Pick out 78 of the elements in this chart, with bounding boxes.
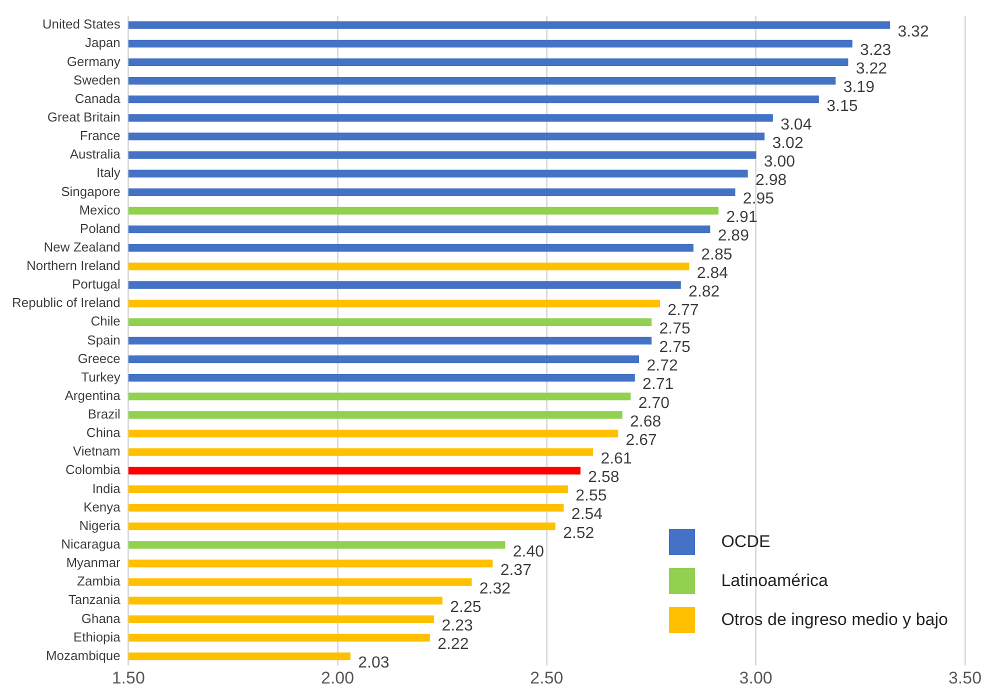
data-label: 2.95 <box>742 190 774 208</box>
data-label: 2.75 <box>659 320 691 338</box>
legend-label: Otros de ingreso medio y bajo <box>721 610 948 630</box>
data-label: 2.91 <box>726 209 758 226</box>
y-tick-label: Chile <box>90 314 120 329</box>
y-tick-label: Australia <box>70 146 122 162</box>
data-label: 3.00 <box>764 153 796 170</box>
y-tick-label: China <box>86 425 122 440</box>
data-label: 3.04 <box>780 116 812 134</box>
data-label: 3.23 <box>860 42 892 60</box>
data-label: 2.75 <box>659 339 691 356</box>
y-tick-label: Ghana <box>81 610 122 626</box>
y-tick-label: New Zealand <box>44 239 120 254</box>
data-label: 2.58 <box>588 469 620 486</box>
y-tick-label: Portugal <box>72 276 121 292</box>
y-tick-label: Sweden <box>73 72 120 88</box>
y-tick-label: Myanmar <box>66 555 122 570</box>
x-tick-label: 1.50 <box>112 668 145 688</box>
data-label: 3.22 <box>856 60 888 78</box>
data-label: 2.70 <box>638 394 670 412</box>
data-label: 2.67 <box>626 432 658 449</box>
data-label: 2.22 <box>438 636 469 654</box>
y-tick-label: Colombia <box>65 462 122 478</box>
y-tick-label: Nigeria <box>79 518 122 533</box>
data-label: 2.85 <box>701 246 732 264</box>
data-label: 2.23 <box>442 618 473 635</box>
x-tick-label: 3.00 <box>739 668 772 688</box>
y-tick-label: Ethiopia <box>73 629 122 644</box>
data-label: 2.84 <box>696 264 728 282</box>
x-tick-label: 2.00 <box>321 668 354 688</box>
y-tick-label: Kenya <box>84 499 122 514</box>
data-label: 3.15 <box>826 98 858 115</box>
data-label: 2.77 <box>668 302 699 319</box>
data-label: 2.52 <box>563 524 594 542</box>
data-label: 2.55 <box>576 488 607 505</box>
legend-label: Latinoamérica <box>721 571 828 591</box>
y-tick-label: France <box>80 128 120 144</box>
data-label: 2.68 <box>630 413 662 430</box>
x-tick-label: 2.50 <box>530 668 564 688</box>
y-tick-label: Canada <box>74 90 122 106</box>
y-tick-label: Italy <box>96 165 121 180</box>
data-label: 3.19 <box>843 79 875 96</box>
data-label: 2.71 <box>642 376 674 394</box>
y-tick-label: Germany <box>66 54 121 69</box>
data-label: 3.02 <box>772 134 804 152</box>
y-tick-label: Brazil <box>88 406 120 422</box>
data-label: 3.32 <box>898 23 929 40</box>
data-label: 2.82 <box>688 283 720 300</box>
legend-label: OCDE <box>721 532 770 552</box>
data-label: 2.89 <box>718 228 750 245</box>
data-label: 2.32 <box>479 580 511 598</box>
y-tick-label: India <box>92 480 122 496</box>
y-tick-label: Spain <box>87 332 120 348</box>
data-label: 2.03 <box>358 654 390 672</box>
y-tick-label: Poland <box>80 220 120 236</box>
x-tick-label: 3.50 <box>948 668 982 688</box>
data-label: 2.37 <box>500 562 532 579</box>
y-tick-label: Zambia <box>77 574 122 589</box>
y-tick-label: Mozambique <box>46 648 120 663</box>
y-tick-label: Tanzania <box>68 592 122 608</box>
y-tick-label: Republic of Ireland <box>12 295 120 310</box>
y-tick-label: Singapore <box>61 184 120 199</box>
data-label: 2.40 <box>512 543 544 560</box>
y-tick-label: Japan <box>84 35 120 50</box>
data-label: 2.61 <box>600 450 632 468</box>
y-tick-label: Great Britain <box>47 109 120 124</box>
y-tick-label: United States <box>42 16 121 32</box>
y-tick-label: Greece <box>78 350 120 366</box>
y-tick-label: Nicaragua <box>61 536 122 552</box>
data-label: 2.54 <box>571 506 603 524</box>
y-tick-label: Northern Ireland <box>26 258 120 274</box>
data-label: 2.72 <box>646 358 678 375</box>
data-label: 2.25 <box>450 599 482 616</box>
data-label: 2.98 <box>755 172 787 190</box>
y-tick-label: Mexico <box>79 202 120 218</box>
y-tick-label: Vietnam <box>72 444 120 459</box>
y-tick-label: Turkey <box>81 369 121 384</box>
y-tick-label: Argentina <box>64 388 122 403</box>
